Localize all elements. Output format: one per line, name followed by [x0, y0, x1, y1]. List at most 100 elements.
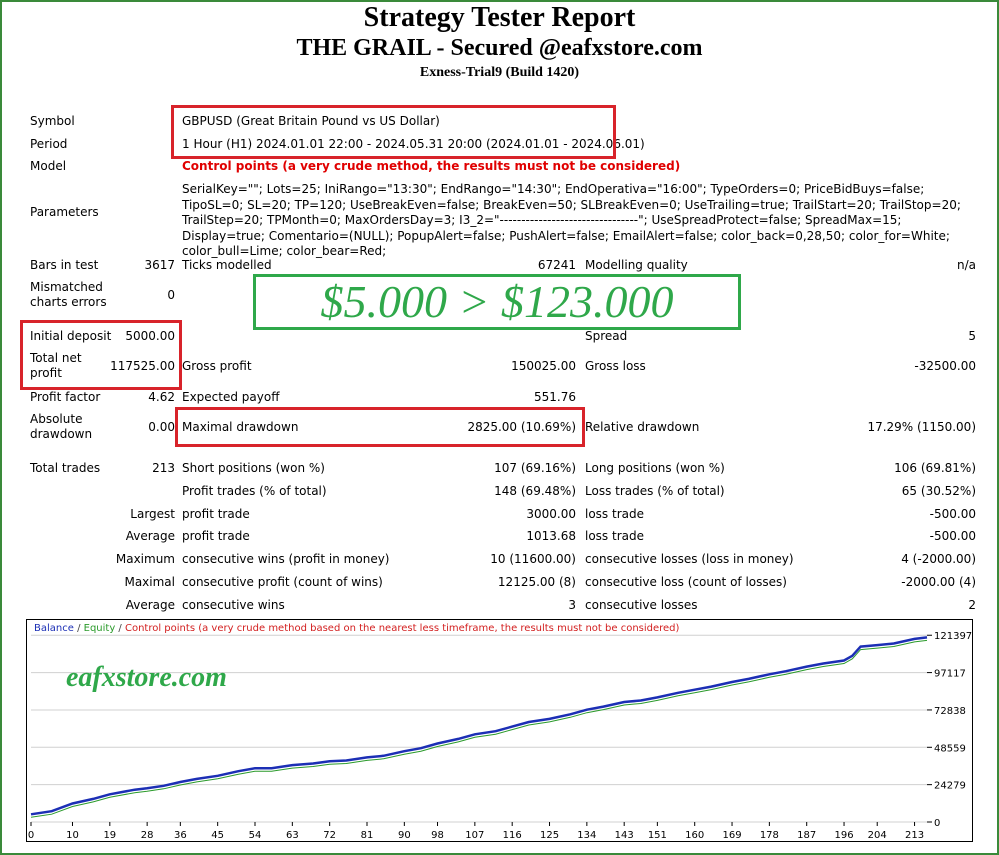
spread-label: Spread — [585, 329, 628, 343]
short-positions-label: Short positions (won %) — [182, 461, 325, 475]
expected-payoff-label: Expected payoff — [182, 390, 280, 404]
initial-deposit-label: Initial deposit — [30, 329, 112, 343]
balance-chart-frame — [26, 619, 973, 842]
net-profit-label-1: Total net — [30, 351, 82, 365]
total-trades-value: 213 — [152, 461, 175, 475]
x-tick-label: 213 — [905, 830, 924, 841]
max-consecutive-wins-value: 10 (11600.00) — [490, 552, 576, 566]
y-tick-label: 72838 — [934, 706, 966, 717]
initial-deposit-value: 5000.00 — [125, 329, 175, 343]
parameters-label: Parameters — [30, 205, 99, 219]
maximal-consecutive-loss-label: consecutive loss (count of losses) — [585, 575, 787, 589]
legend-control-points: Control points (a very crude method base… — [124, 623, 680, 634]
x-tick-label: 151 — [648, 830, 667, 841]
period-value: 1 Hour (H1) 2024.01.01 22:00 - 2024.05.3… — [182, 137, 645, 151]
net-profit-value: 117525.00 — [110, 359, 175, 373]
model-label: Model — [30, 159, 67, 173]
largest-label: Largest — [130, 507, 175, 521]
largest-loss-label: loss trade — [585, 507, 644, 521]
x-tick-label: 160 — [685, 830, 704, 841]
report-title: Strategy Tester Report — [363, 2, 636, 33]
largest-loss-value: -500.00 — [929, 507, 976, 521]
short-positions-value: 107 (69.16%) — [494, 461, 576, 475]
average-loss-value: -500.00 — [929, 529, 976, 543]
quality-label: Modelling quality — [585, 258, 688, 272]
profit-factor-value: 4.62 — [148, 390, 175, 404]
profit-banner: $5.000 > $123.000 — [253, 274, 741, 330]
y-tick-label: 48559 — [934, 743, 966, 754]
gross-loss-label: Gross loss — [585, 359, 646, 373]
x-tick-label: 187 — [797, 830, 816, 841]
x-tick-label: 169 — [722, 830, 741, 841]
abs-drawdown-label-2: drawdown — [30, 427, 93, 441]
relative-drawdown-value: 17.29% (1150.00) — [867, 420, 976, 434]
x-tick-label: 10 — [66, 830, 79, 841]
max-consecutive-losses-value: 4 (-2000.00) — [901, 552, 976, 566]
average-label: Average — [125, 529, 175, 543]
max-consecutive-wins-label: consecutive wins (profit in money) — [182, 552, 390, 566]
average-consecutive-wins-label: consecutive wins — [182, 598, 285, 612]
maximal-consecutive-profit-label: consecutive profit (count of wins) — [182, 575, 383, 589]
average-consecutive-label: Average — [125, 598, 175, 612]
x-tick-label: 54 — [249, 830, 262, 841]
x-tick-label: 134 — [577, 830, 596, 841]
profit-trades-value: 148 (69.48%) — [494, 484, 576, 498]
quality-value: n/a — [956, 258, 976, 272]
watermark-text: eafxstore.com — [66, 662, 227, 693]
model-value: Control points (a very crude method, the… — [182, 159, 681, 173]
y-tick-label: 24279 — [934, 781, 966, 792]
profit-trades-label: Profit trades (% of total) — [182, 484, 327, 498]
loss-trades-value: 65 (30.52%) — [901, 484, 976, 498]
x-tick-label: 90 — [398, 830, 411, 841]
symbol-value: GBPUSD (Great Britain Pound vs US Dollar… — [182, 114, 440, 128]
x-tick-label: 81 — [361, 830, 374, 841]
x-tick-label: 36 — [174, 830, 187, 841]
largest-profit-value: 3000.00 — [526, 507, 576, 521]
x-tick-label: 28 — [141, 830, 154, 841]
total-trades-label: Total trades — [30, 461, 101, 475]
x-tick-label: 204 — [868, 830, 887, 841]
bars-label: Bars in test — [30, 258, 99, 272]
equity-line — [30, 639, 928, 818]
maximal-consecutive-profit-value: 12125.00 (8) — [497, 575, 576, 589]
long-positions-value: 106 (69.81%) — [894, 461, 976, 475]
x-tick-label: 178 — [760, 830, 779, 841]
spread-value: 5 — [968, 329, 976, 343]
average-loss-label: loss trade — [585, 529, 644, 543]
gross-profit-value: 150025.00 — [511, 359, 576, 373]
maximal-label: Maximal — [124, 575, 175, 589]
ticks-label: Ticks modelled — [182, 258, 272, 272]
symbol-period-highlight — [171, 105, 616, 159]
y-tick-label: 0 — [934, 818, 940, 829]
largest-profit-label: profit trade — [182, 507, 250, 521]
mismatch-label-2: charts errors — [30, 295, 107, 309]
server-build: Exness-Trial9 (Build 1420) — [419, 65, 580, 80]
x-tick-label: 45 — [211, 830, 224, 841]
x-tick-label: 196 — [834, 830, 853, 841]
maximum-label: Maximum — [115, 552, 175, 566]
x-tick-label: 143 — [615, 830, 634, 841]
gross-loss-value: -32500.00 — [914, 359, 976, 373]
profit-factor-label: Profit factor — [30, 390, 101, 404]
mismatch-label-1: Mismatched — [30, 280, 103, 294]
legend-balance: Balance — [34, 623, 74, 634]
ticks-value: 67241 — [537, 258, 576, 272]
x-tick-label: 0 — [28, 830, 34, 841]
average-profit-label: profit trade — [182, 529, 250, 543]
x-tick-label: 116 — [503, 830, 522, 841]
gross-profit-label: Gross profit — [182, 359, 252, 373]
x-tick-label: 19 — [103, 830, 116, 841]
max-drawdown-label: Maximal drawdown — [182, 420, 299, 434]
bars-value: 3617 — [144, 258, 175, 272]
balance-line — [30, 636, 928, 816]
y-tick-label: 97117 — [934, 669, 966, 680]
abs-drawdown-label-1: Absolute — [30, 412, 83, 426]
symbol-label: Symbol — [30, 114, 75, 128]
legend-equity: Equity — [83, 623, 116, 634]
average-consecutive-wins-value: 3 — [568, 598, 576, 612]
max-drawdown-value: 2825.00 (10.69%) — [467, 420, 576, 434]
max-consecutive-losses-label: consecutive losses (loss in money) — [585, 552, 794, 566]
x-tick-label: 63 — [286, 830, 299, 841]
